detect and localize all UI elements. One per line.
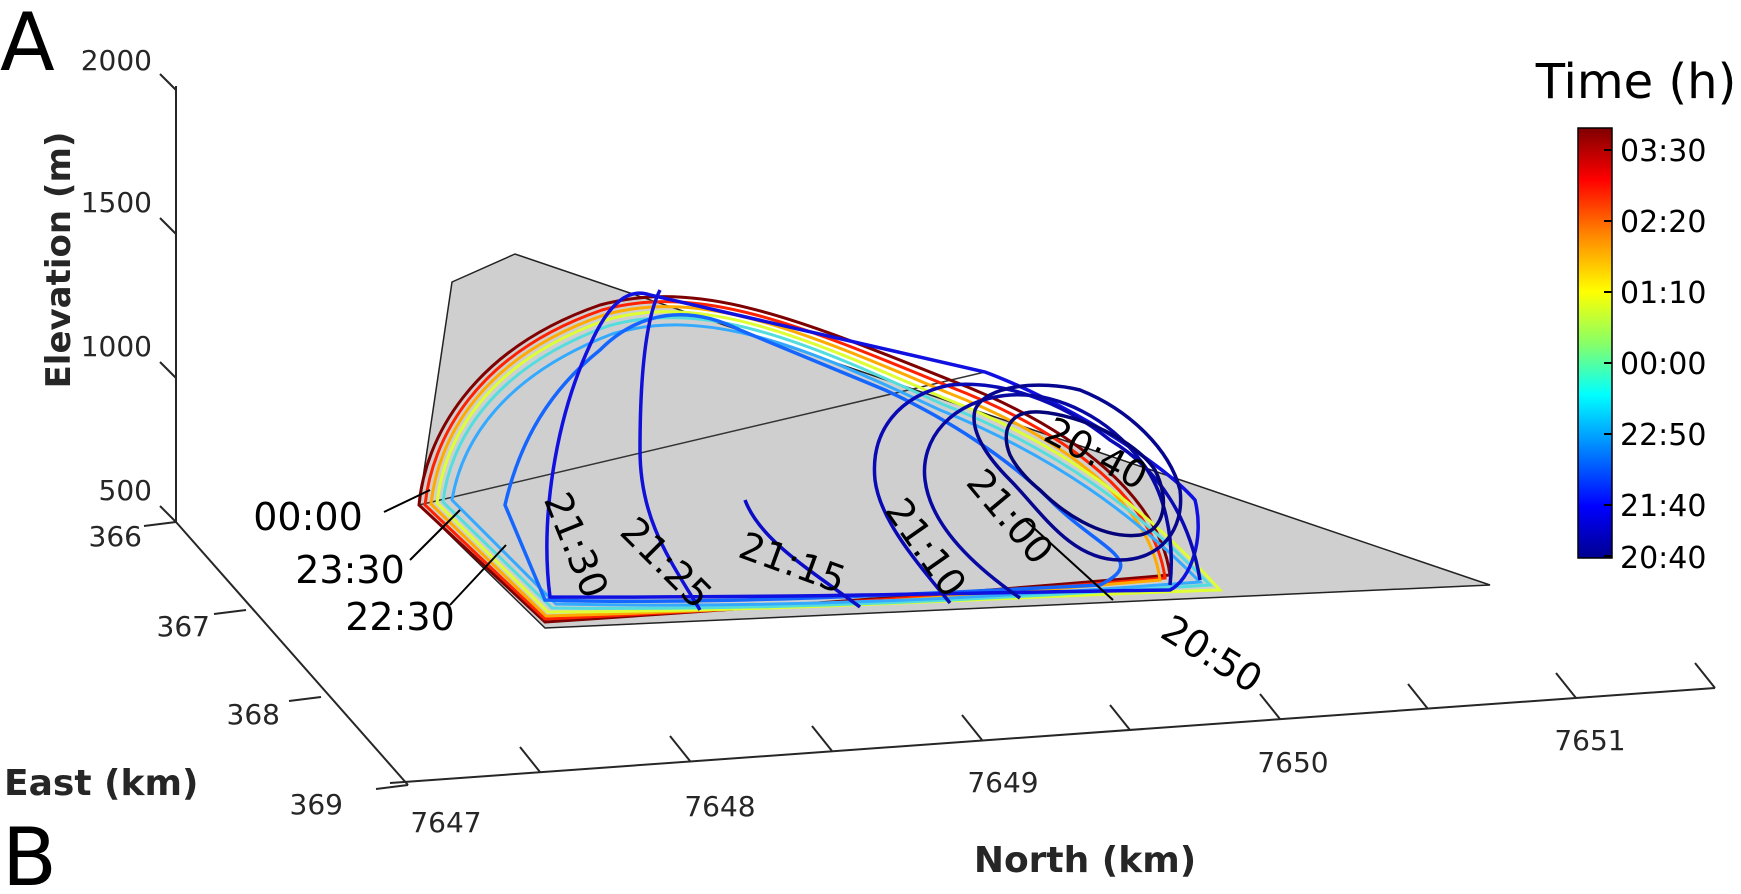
colorbar-tick-label: 21:40 bbox=[1620, 489, 1706, 524]
east-tick-label: 368 bbox=[227, 698, 280, 731]
colorbar-tick-label: 01:10 bbox=[1620, 276, 1706, 311]
colorbar-tick-label: 20:40 bbox=[1620, 541, 1706, 576]
north-axis bbox=[389, 662, 1716, 784]
elevation-axis-label: Elevation (m) bbox=[39, 132, 79, 389]
contour-label-2230: 22:30 bbox=[345, 595, 455, 639]
colorbar-ticks bbox=[1604, 149, 1612, 557]
elevation-tick-label: 2000 bbox=[81, 44, 152, 77]
contour-2040 bbox=[1004, 410, 1166, 538]
contour-2110 bbox=[872, 382, 1202, 605]
colorbar-tick-labels: 03:30 02:20 01:10 00:00 22:50 21:40 20:4… bbox=[1620, 134, 1706, 576]
inner-contours bbox=[503, 289, 1202, 611]
colorbar bbox=[1577, 127, 1613, 559]
contour-2050 bbox=[972, 383, 1183, 562]
east-axis-label: East (km) bbox=[4, 763, 198, 804]
contour-2250 bbox=[450, 323, 1204, 607]
contour-2100 bbox=[922, 393, 1173, 600]
label-leaders bbox=[383, 489, 1114, 606]
north-tick-label: 7649 bbox=[967, 766, 1038, 799]
terrain-surface bbox=[418, 253, 1491, 629]
contour-2330 bbox=[441, 316, 1214, 610]
panel-label-a: A bbox=[0, 0, 55, 89]
contour-2125 bbox=[638, 289, 702, 611]
elevation-tick-label: 1500 bbox=[81, 186, 152, 219]
colorbar-tick-label: 22:50 bbox=[1620, 418, 1706, 453]
contour-label-0000: 00:00 bbox=[253, 495, 363, 539]
east-axis bbox=[143, 521, 409, 790]
elevation-tick-label: 500 bbox=[99, 474, 152, 507]
contour-label-2050: 20:50 bbox=[1154, 606, 1270, 701]
north-axis-label: North (km) bbox=[974, 840, 1196, 881]
east-tick-label: 367 bbox=[157, 610, 210, 643]
elevation-tick-label: 1000 bbox=[81, 330, 152, 363]
colorbar-tick-label: 02:20 bbox=[1620, 205, 1706, 240]
contour-2130 bbox=[545, 291, 1200, 599]
elevation-axis bbox=[159, 73, 177, 523]
east-tick-label: 369 bbox=[290, 788, 343, 821]
colorbar-tick-label: 03:30 bbox=[1620, 134, 1706, 169]
north-tick-label: 7648 bbox=[684, 790, 755, 823]
colorbar-tick-label: 00:00 bbox=[1620, 347, 1706, 382]
north-tick-label: 7651 bbox=[1554, 724, 1625, 757]
contour-2115 bbox=[743, 499, 862, 609]
north-tick-label: 7650 bbox=[1257, 746, 1328, 779]
east-tick-label: 366 bbox=[89, 520, 142, 553]
north-tick-label: 7647 bbox=[410, 806, 481, 839]
colorbar-title: Time (h) bbox=[1535, 54, 1737, 110]
contour-label-2330: 23:30 bbox=[295, 548, 405, 592]
panel-label-b: B bbox=[2, 811, 57, 894]
